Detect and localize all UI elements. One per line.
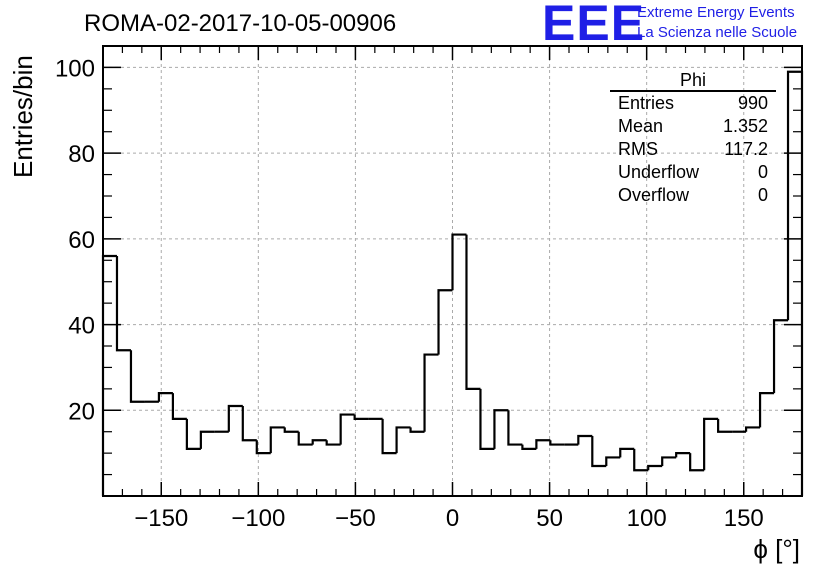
histogram-bin	[633, 448, 649, 472]
histogram-bin	[521, 444, 537, 450]
y-tick-label: 20	[68, 398, 95, 425]
histogram-bin	[605, 456, 621, 466]
histogram-bin	[647, 464, 663, 471]
histogram-bin	[703, 417, 719, 471]
histogram-bin	[619, 447, 635, 458]
histogram-bin	[115, 256, 131, 352]
histogram-bin	[311, 439, 327, 445]
stats-label: Mean	[618, 116, 664, 136]
x-tick-label: 100	[627, 505, 667, 532]
histogram-bin	[381, 418, 397, 455]
stats-value: 0	[757, 185, 768, 205]
x-tick-label: −150	[134, 505, 188, 532]
histogram-bin	[269, 426, 285, 454]
x-tick-label: 50	[536, 505, 563, 532]
histogram-bin	[395, 426, 411, 454]
labels-layer: −150 −100 −50 0 50 100 150 20 40 60 80 100	[55, 55, 764, 532]
histogram-bin	[297, 431, 313, 446]
logo-caption-1: Extreme Energy Events	[637, 4, 795, 21]
histogram-bin	[507, 410, 523, 446]
histogram-bin	[157, 392, 173, 402]
histogram-bin	[283, 427, 299, 433]
histogram-bin	[661, 456, 677, 466]
histogram-bin	[479, 388, 495, 450]
stats-box: Phi Entries 990 Mean 1.352 RMS 117.2 Und…	[610, 70, 776, 207]
histogram-bin	[451, 233, 467, 291]
histogram-bin	[409, 427, 425, 433]
histogram-bin	[171, 393, 187, 420]
y-tick-label: 60	[68, 227, 95, 254]
y-tick-label: 40	[68, 313, 95, 340]
stats-value: 117.2	[724, 139, 768, 159]
eee-logo: EEE	[542, 0, 646, 51]
stats-row-rms: RMS 117.2	[610, 138, 776, 161]
y-tick-label: 80	[68, 141, 95, 168]
x-tick-label: 0	[446, 505, 459, 532]
x-tick-label: 150	[724, 505, 764, 532]
histogram-bin	[423, 353, 439, 432]
x-axis-label: ϕ [°]	[753, 534, 800, 564]
histogram-bin	[675, 452, 691, 458]
histogram-bin	[535, 439, 551, 449]
y-tick-label: 100	[55, 55, 95, 82]
histogram-bin	[786, 70, 804, 496]
histogram-bin	[325, 440, 341, 446]
x-tick-label: −100	[231, 505, 285, 532]
histogram-bin	[549, 440, 565, 446]
histogram-bin	[744, 426, 761, 432]
histogram-bin	[199, 430, 215, 449]
stats-row-mean: Mean 1.352	[610, 115, 776, 138]
logo-caption-2: La Scienza nelle Scuole	[637, 24, 798, 41]
stats-row-overflow: Overflow 0	[610, 184, 776, 207]
stats-value: 1.352	[722, 116, 768, 136]
histogram-bin	[255, 440, 271, 455]
stats-value: 990	[737, 93, 768, 113]
histogram-bin	[493, 409, 509, 449]
y-axis-label: Entries/bin	[8, 55, 38, 178]
stats-row-underflow: Underflow 0	[610, 161, 776, 184]
histogram-bin	[591, 436, 607, 468]
run-title: ROMA-02-2017-10-05-00906	[84, 10, 397, 37]
stats-label: RMS	[618, 139, 658, 159]
stats-label: Underflow	[618, 162, 700, 182]
histogram-bin	[241, 406, 257, 442]
stats-title: Phi	[610, 70, 776, 92]
histogram-bin	[353, 414, 369, 420]
histogram-bin	[437, 289, 453, 355]
histogram-bin	[101, 254, 117, 496]
histogram-bin	[227, 404, 243, 432]
histogram-bin	[129, 350, 145, 403]
stats-label: Overflow	[618, 185, 690, 205]
x-tick-label: −50	[335, 505, 376, 532]
stats-label: Entries	[618, 93, 675, 113]
histogram-bin	[339, 413, 355, 445]
stats-row-entries: Entries 990	[610, 92, 776, 115]
histogram-bin	[758, 392, 775, 428]
histogram-bin	[577, 434, 593, 445]
histogram-bin	[185, 418, 201, 450]
histogram-bin	[689, 453, 705, 472]
stats-value: 0	[757, 162, 768, 182]
histogram-bin	[772, 319, 789, 394]
ticks-layer	[103, 46, 802, 496]
histogram-bin	[717, 418, 733, 433]
histogram-bin	[465, 234, 481, 390]
